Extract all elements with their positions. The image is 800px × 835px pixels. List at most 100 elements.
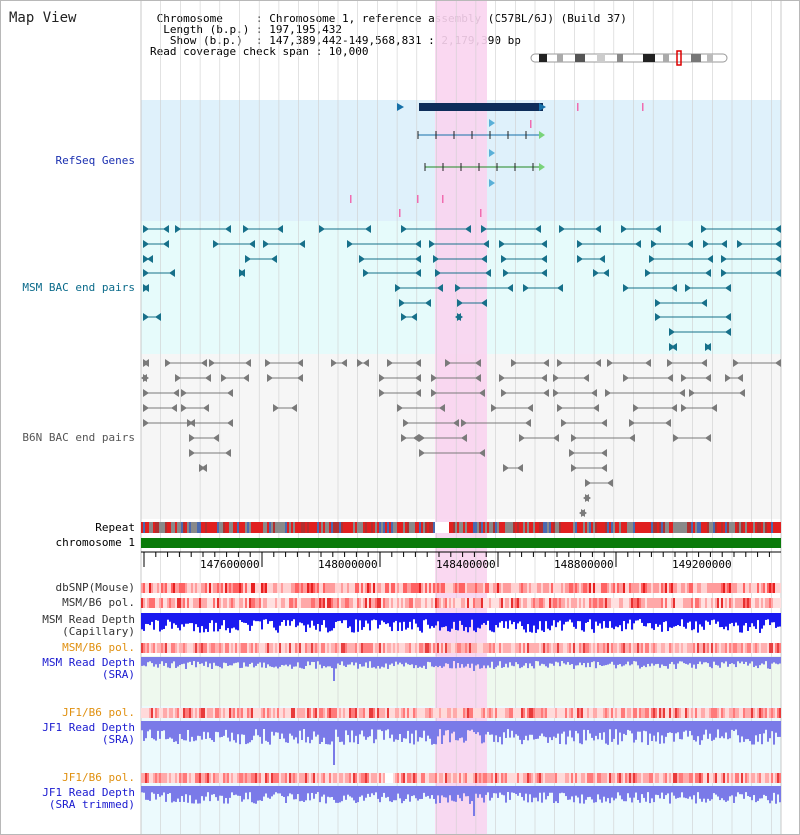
heat-cell xyxy=(379,583,381,593)
depth-bar xyxy=(245,721,247,745)
heat-cell xyxy=(249,708,251,718)
depth-bar xyxy=(381,786,383,797)
depth-bar xyxy=(639,657,641,669)
depth-bar xyxy=(375,786,377,793)
heat-cell xyxy=(615,708,617,718)
bac-end xyxy=(707,255,713,263)
heat-cell xyxy=(633,598,635,608)
heat-cell xyxy=(299,598,301,608)
heat-cell xyxy=(427,643,429,653)
depth-bar xyxy=(195,786,197,800)
heat-cell xyxy=(589,598,591,608)
heat-cell xyxy=(383,708,385,718)
depth-bar xyxy=(779,786,781,803)
depth-bar xyxy=(245,786,247,793)
bac-end xyxy=(725,328,731,336)
heat-cell xyxy=(167,708,169,718)
heat-cell xyxy=(429,773,431,783)
depth-bar xyxy=(497,786,499,798)
repeat-segment xyxy=(511,522,513,533)
heat-cell xyxy=(185,643,187,653)
heat-cell xyxy=(219,643,221,653)
heat-cell xyxy=(697,773,699,783)
heat-cell xyxy=(713,773,715,783)
depth-bar xyxy=(419,613,421,631)
heat-cell xyxy=(287,773,289,783)
bac-end xyxy=(341,359,347,367)
heat-cell xyxy=(339,708,341,718)
heat-cell xyxy=(659,708,661,718)
depth-bar xyxy=(659,613,661,625)
heat-cell xyxy=(731,643,733,653)
heat-cell xyxy=(565,643,567,653)
depth-bar xyxy=(249,613,251,631)
depth-bar xyxy=(673,786,675,796)
heat-cell xyxy=(325,643,327,653)
depth-bar xyxy=(377,613,379,629)
bac-end xyxy=(623,284,629,292)
heat-cell xyxy=(195,583,197,593)
heat-cell xyxy=(719,583,721,593)
repeat-segment xyxy=(607,522,609,533)
heat-cell xyxy=(179,773,181,783)
heat-cell xyxy=(679,643,681,653)
heat-cell xyxy=(421,773,423,783)
depth-bar xyxy=(229,657,231,666)
depth-bar xyxy=(403,613,405,622)
depth-bar xyxy=(757,786,759,801)
bac-end xyxy=(629,434,635,442)
repeat-segment xyxy=(663,522,665,533)
heat-cell xyxy=(641,643,643,653)
depth-bar xyxy=(503,657,505,668)
heat-cell xyxy=(695,643,697,653)
repeat-segment xyxy=(421,522,423,533)
heat-cell xyxy=(561,598,563,608)
depth-bar xyxy=(541,657,543,664)
repeat-segment xyxy=(777,522,779,533)
heat-cell xyxy=(591,708,593,718)
depth-bar xyxy=(287,786,289,797)
repeat-segment xyxy=(239,522,241,533)
heat-cell xyxy=(503,598,505,608)
heat-cell xyxy=(249,773,251,783)
heat-cell xyxy=(163,643,165,653)
heat-cell xyxy=(215,598,217,608)
depth-bar xyxy=(647,657,649,664)
depth-bar xyxy=(527,721,529,741)
depth-bar xyxy=(545,613,547,622)
heat-cell xyxy=(751,773,753,783)
heat-cell xyxy=(365,598,367,608)
heat-cell xyxy=(295,708,297,718)
heat-cell xyxy=(353,708,355,718)
heat-cell xyxy=(477,708,479,718)
depth-bar xyxy=(411,613,413,630)
repeat-segment xyxy=(721,522,723,533)
depth-bar xyxy=(357,786,359,803)
heat-cell xyxy=(535,598,537,608)
depth-bar xyxy=(569,786,571,800)
heat-cell xyxy=(599,598,601,608)
heat-cell xyxy=(439,773,441,783)
heat-cell xyxy=(573,708,575,718)
repeat-segment xyxy=(391,522,393,533)
repeat-segment xyxy=(215,522,217,533)
heat-cell xyxy=(617,598,619,608)
depth-bar xyxy=(651,721,653,742)
depth-bar xyxy=(739,657,741,664)
heat-cell xyxy=(243,708,245,718)
heat-cell xyxy=(381,583,383,593)
depth-bar xyxy=(275,657,277,667)
depth-bar xyxy=(441,613,443,628)
heat-cell xyxy=(433,583,435,593)
heat-cell xyxy=(597,773,599,783)
depth-bar xyxy=(145,657,147,667)
repeat-segment xyxy=(273,522,275,533)
heat-cell xyxy=(317,708,319,718)
repeat-segment xyxy=(499,522,501,533)
depth-bar xyxy=(375,657,377,669)
depth-bar xyxy=(313,721,315,732)
heat-cell xyxy=(741,643,743,653)
depth-bar xyxy=(217,657,219,667)
heat-cell xyxy=(505,708,507,718)
